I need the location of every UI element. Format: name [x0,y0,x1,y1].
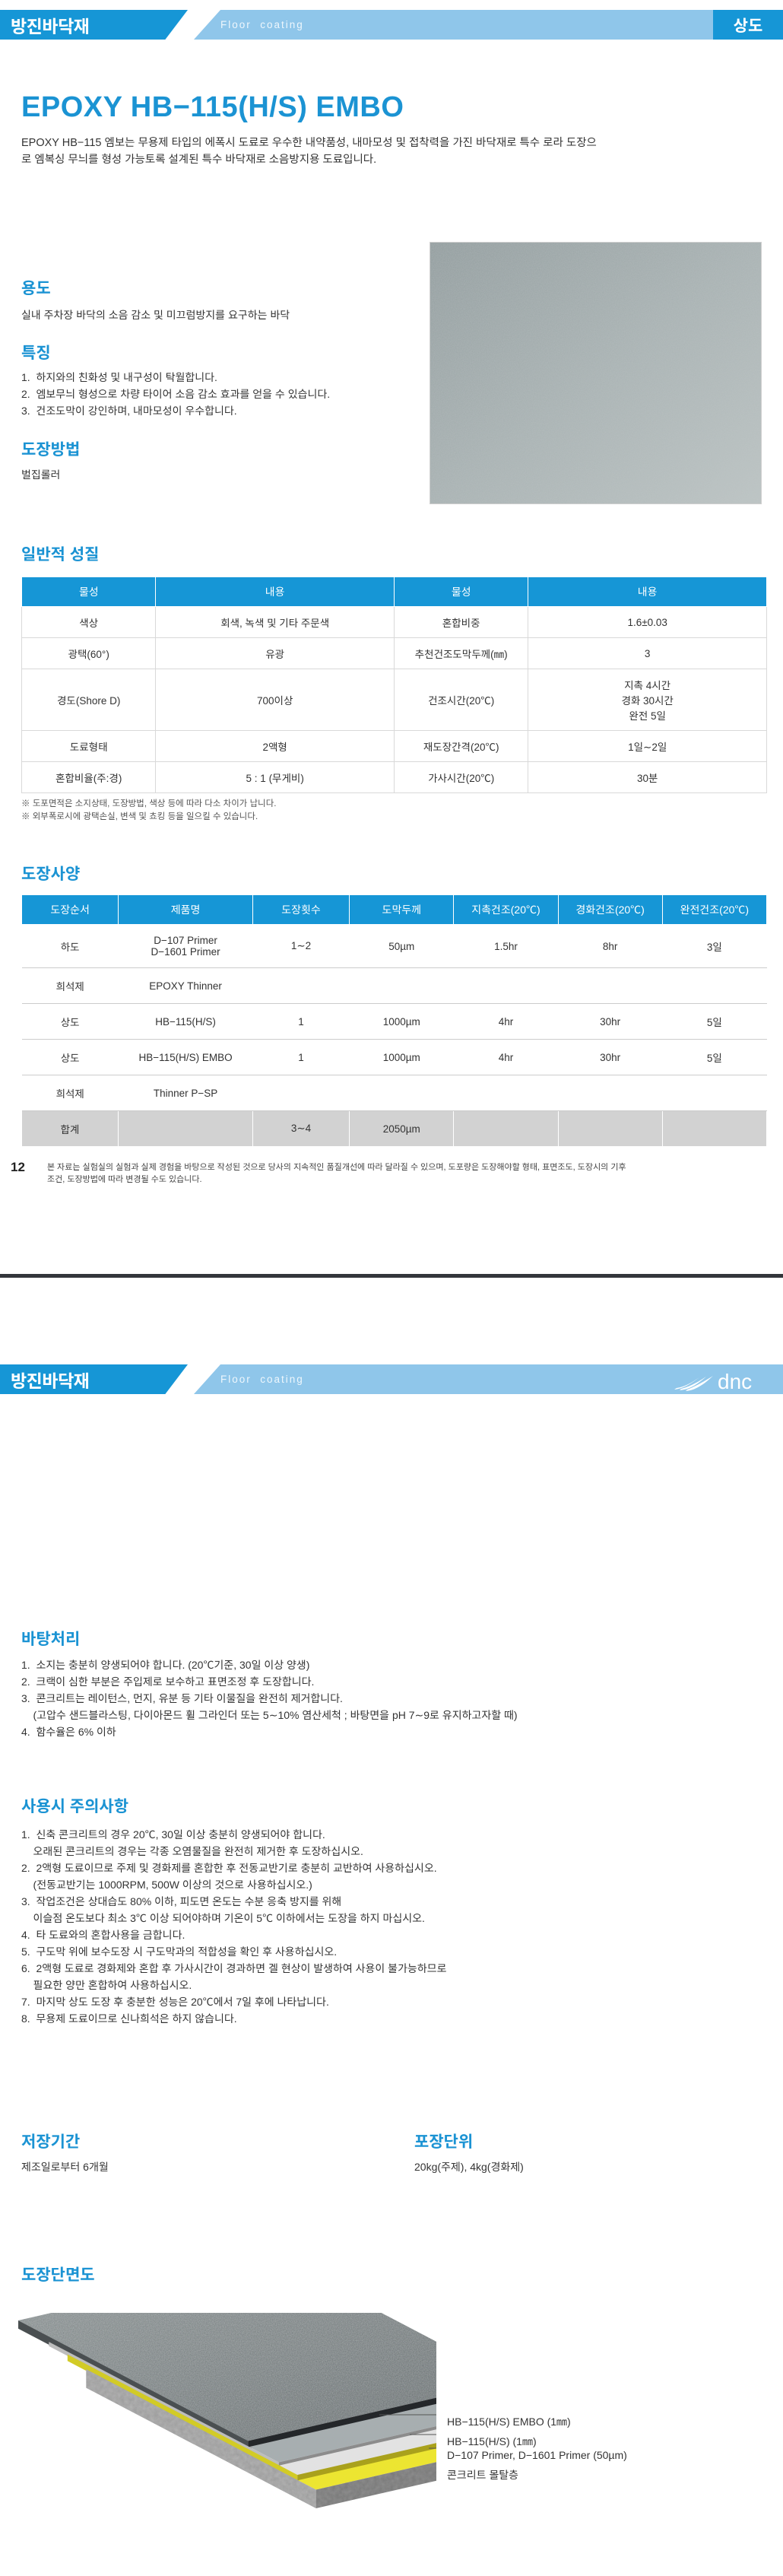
svg-text:dnc: dnc [718,1370,752,1393]
